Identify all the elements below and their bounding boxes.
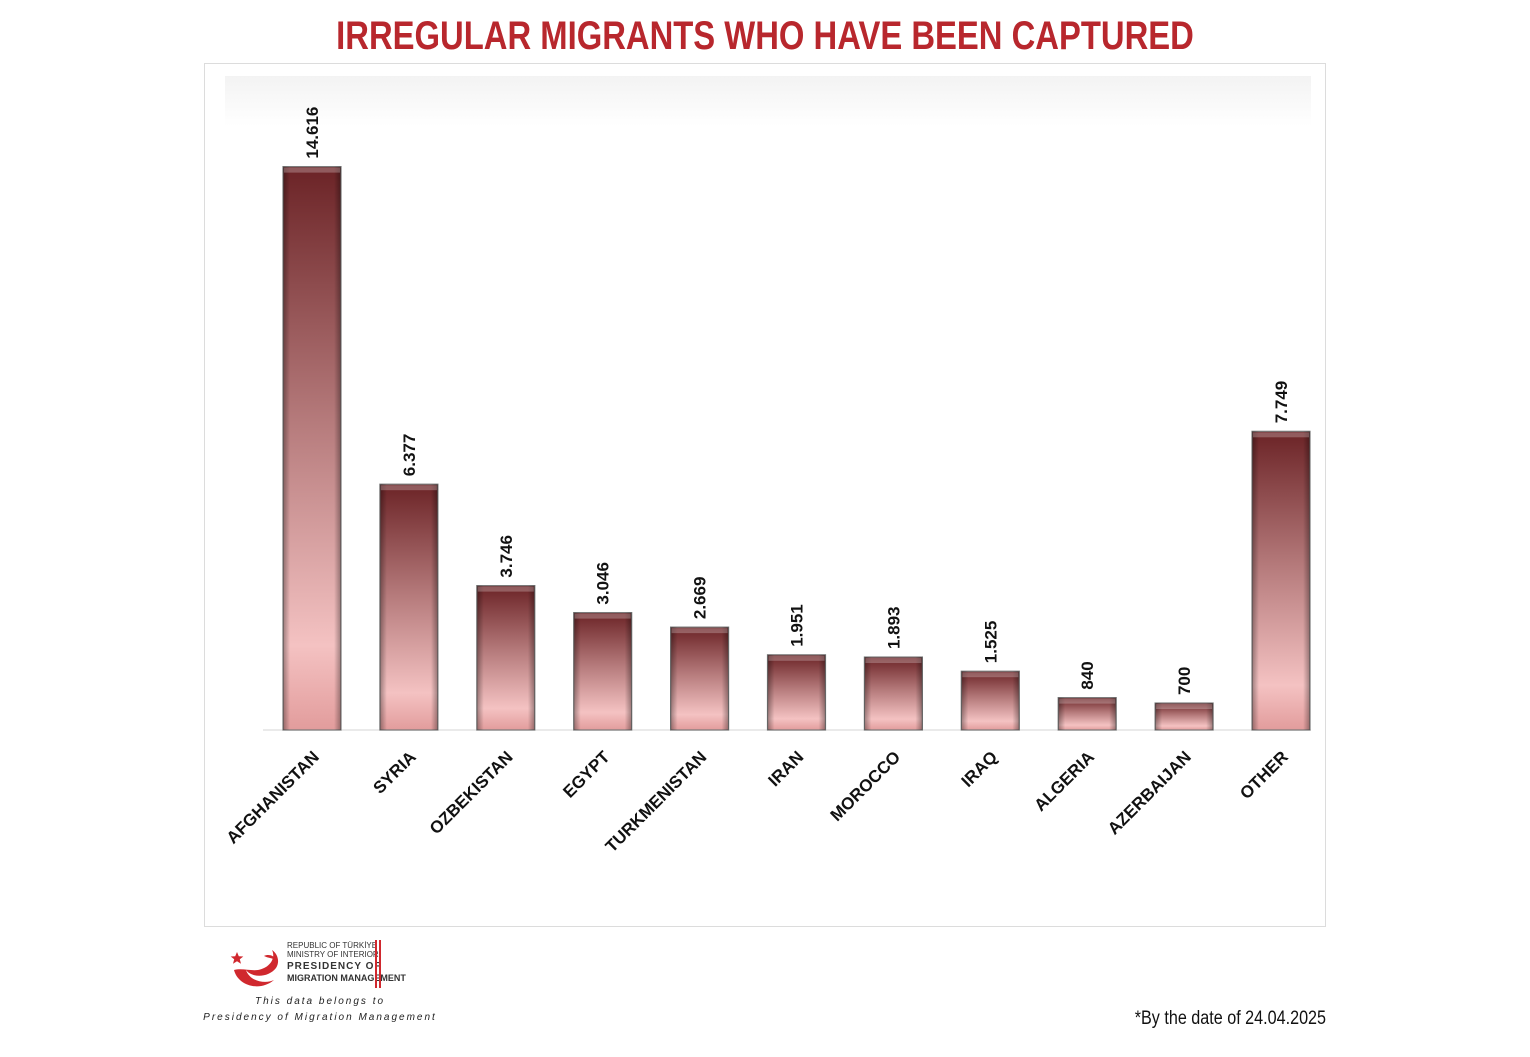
logo-text-line3: PRESIDENCY OF	[287, 961, 382, 972]
chart-title: IRREGULAR MIGRANTS WHO HAVE BEEN CAPTURE…	[336, 14, 1194, 58]
bar-bevel	[670, 627, 729, 730]
value-label-other: 7.749	[1272, 381, 1291, 424]
logo-text-line1: REPUBLIC OF TÜRKİYE	[287, 941, 378, 950]
value-label-syria: 6.377	[400, 434, 419, 477]
value-label-iran: 1.951	[788, 604, 807, 647]
bar-bevel	[961, 671, 1020, 730]
bar-top-bevel	[284, 167, 340, 173]
ministry-logo: REPUBLIC OF TÜRKİYE MINISTRY OF INTERIOR…	[200, 938, 440, 1028]
bar-bevel	[476, 585, 535, 730]
note-line2: Presidency of Migration Management	[203, 1012, 437, 1023]
logo-text-line4: MIGRATION MANAGEMENT	[287, 973, 406, 983]
bar-ozbekistan	[476, 585, 536, 731]
bar-top-bevel	[768, 655, 825, 661]
crescent-star-emblem-icon	[230, 950, 279, 987]
bar-bevel	[1155, 703, 1214, 730]
value-label-ozbekistan: 3.746	[497, 535, 516, 578]
bar-bevel	[1058, 697, 1117, 730]
logo-divider-bars	[375, 940, 381, 988]
bar-top-bevel	[671, 628, 728, 634]
bar-top-bevel	[865, 658, 922, 664]
data-ownership-note: This data belongs to Presidency of Migra…	[200, 994, 440, 1026]
bar-morocco	[863, 656, 924, 731]
bar-top-bevel	[574, 613, 631, 619]
bar-bevel	[767, 654, 826, 730]
chart-area: 14.616 AFGHANISTAN 6.377 SYRIA 3.746 OZBEKIST…	[204, 63, 1326, 927]
value-label-egypt: 3.046	[594, 562, 613, 605]
bar-afghanistan	[282, 166, 342, 731]
bar-algeria	[1057, 697, 1117, 731]
bar-turkmenistan	[670, 626, 730, 731]
bar-bevel	[573, 612, 632, 730]
value-label-azerbaijan: 700	[1175, 667, 1194, 695]
bar-top-bevel	[477, 586, 534, 592]
note-line1: This data belongs to	[254, 996, 386, 1007]
bar-bevel	[379, 484, 438, 730]
value-label-afghanistan: 14.616	[303, 107, 322, 159]
bar-bevel	[864, 657, 923, 730]
value-label-morocco: 1.893	[884, 606, 903, 649]
bar-egypt	[573, 611, 633, 731]
value-label-algeria: 840	[1078, 661, 1097, 689]
value-label-iraq: 1.525	[981, 621, 1000, 664]
bar-bevel	[1252, 431, 1310, 730]
bars-group	[282, 166, 1311, 731]
bar-other	[1251, 430, 1311, 731]
bar-top-bevel	[1156, 704, 1213, 710]
bar-bevel	[283, 166, 341, 730]
bar-azerbaijan	[1154, 702, 1214, 731]
bar-iran	[766, 654, 827, 731]
value-label-turkmenistan: 2.669	[691, 577, 710, 620]
bar-syria	[379, 483, 439, 731]
bar-chart: 14.616AFGHANISTAN6.377SYRIA3.746OZBEKIST…	[223, 76, 1311, 916]
bar-iraq	[960, 670, 1020, 731]
bar-top-bevel	[1059, 698, 1116, 704]
logo-text-line2: MINISTRY OF INTERIOR	[287, 950, 379, 959]
bar-top-bevel	[380, 485, 437, 491]
bar-top-bevel	[962, 672, 1019, 678]
date-footnote: *By the date of 24.04.2025	[1134, 1008, 1326, 1029]
bar-top-bevel	[1253, 432, 1309, 438]
